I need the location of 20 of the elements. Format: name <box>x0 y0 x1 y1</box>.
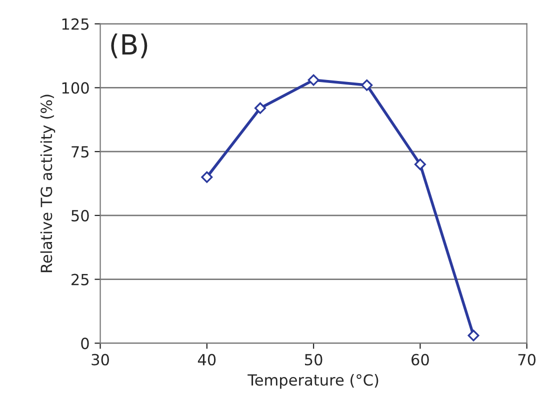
point <box>414 158 426 170</box>
x-tick-label: 50 <box>305 354 322 366</box>
point <box>308 74 320 86</box>
point <box>201 171 213 183</box>
x-tick-label: 60 <box>412 354 429 366</box>
point <box>468 330 480 342</box>
point <box>361 79 373 91</box>
y-tick-label: 125 <box>62 18 89 30</box>
annotation: (B) <box>111 33 148 58</box>
x-axis-title: Temperature (°C) <box>248 374 378 389</box>
y-tick-label: 75 <box>72 146 89 158</box>
y-tick-label: 0 <box>81 338 89 350</box>
y-tick-label: 100 <box>62 82 89 94</box>
y-tick-label: 25 <box>72 274 89 286</box>
y-tick-label: 50 <box>72 210 89 222</box>
x-tick-label: 70 <box>518 354 536 366</box>
x-tick-label: 30 <box>92 354 109 366</box>
y-axis-title: Relative TG activity (%) <box>40 94 56 272</box>
point <box>254 102 266 114</box>
x-tick-label: 40 <box>198 354 216 366</box>
